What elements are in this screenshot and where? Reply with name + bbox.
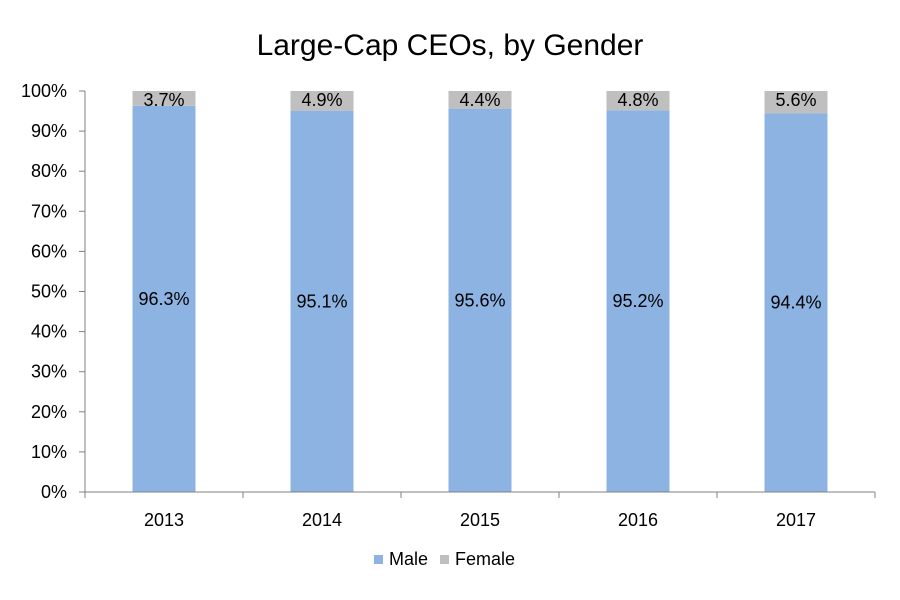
x-tick-label: 2013	[144, 510, 184, 530]
bar-male-2015	[448, 108, 512, 493]
x-tick-label: 2014	[302, 510, 342, 530]
data-label-male: 94.4%	[770, 293, 821, 313]
bar-female-2015	[448, 91, 512, 109]
y-tick-label: 20%	[31, 402, 67, 422]
legend: Male Female	[374, 549, 515, 569]
y-tick-label: 0%	[41, 482, 67, 502]
y-tick-label: 10%	[31, 442, 67, 462]
data-label-female: 4.9%	[301, 90, 342, 110]
y-tick-label: 90%	[31, 121, 67, 141]
data-label-male: 95.1%	[296, 291, 347, 311]
legend-label-male: Male	[389, 549, 428, 569]
bar-male-2017	[764, 113, 828, 493]
x-tick-label: 2016	[618, 510, 658, 530]
bar-female-2016	[606, 91, 670, 111]
chart-title: Large-Cap CEOs, by Gender	[257, 29, 644, 62]
plot-area: 0% 10% 20% 30% 40% 50% 60% 70% 80% 90% 100% 96.3% 3.…	[21, 81, 876, 530]
legend-swatch-male	[374, 555, 383, 564]
y-tick-label: 50%	[31, 282, 67, 302]
legend-swatch-female	[440, 555, 450, 564]
y-tick-label: 60%	[31, 241, 67, 261]
bar-male-2013	[132, 105, 196, 492]
y-tick-label: 70%	[31, 201, 67, 221]
bar-female-2017	[764, 91, 828, 114]
bar-female-2013	[132, 91, 196, 106]
y-tick-label: 40%	[31, 322, 67, 342]
data-label-male: 95.2%	[612, 291, 663, 311]
x-tick-label: 2017	[776, 510, 816, 530]
x-tick-label: 2015	[460, 510, 500, 530]
data-label-female: 4.4%	[459, 90, 500, 110]
y-tick-label: 80%	[31, 161, 67, 181]
legend-label-female: Female	[455, 549, 515, 569]
bar-male-2014	[290, 110, 354, 493]
data-label-female: 4.8%	[617, 90, 658, 110]
y-tick-label: 30%	[31, 362, 67, 382]
data-label-male: 95.6%	[454, 290, 505, 310]
bar-male-2016	[606, 110, 670, 493]
data-label-female: 5.6%	[775, 90, 816, 110]
bar-female-2014	[290, 91, 354, 111]
data-label-female: 3.7%	[143, 90, 184, 110]
y-tick-label: 100%	[21, 81, 67, 101]
data-label-male: 96.3%	[138, 289, 189, 309]
